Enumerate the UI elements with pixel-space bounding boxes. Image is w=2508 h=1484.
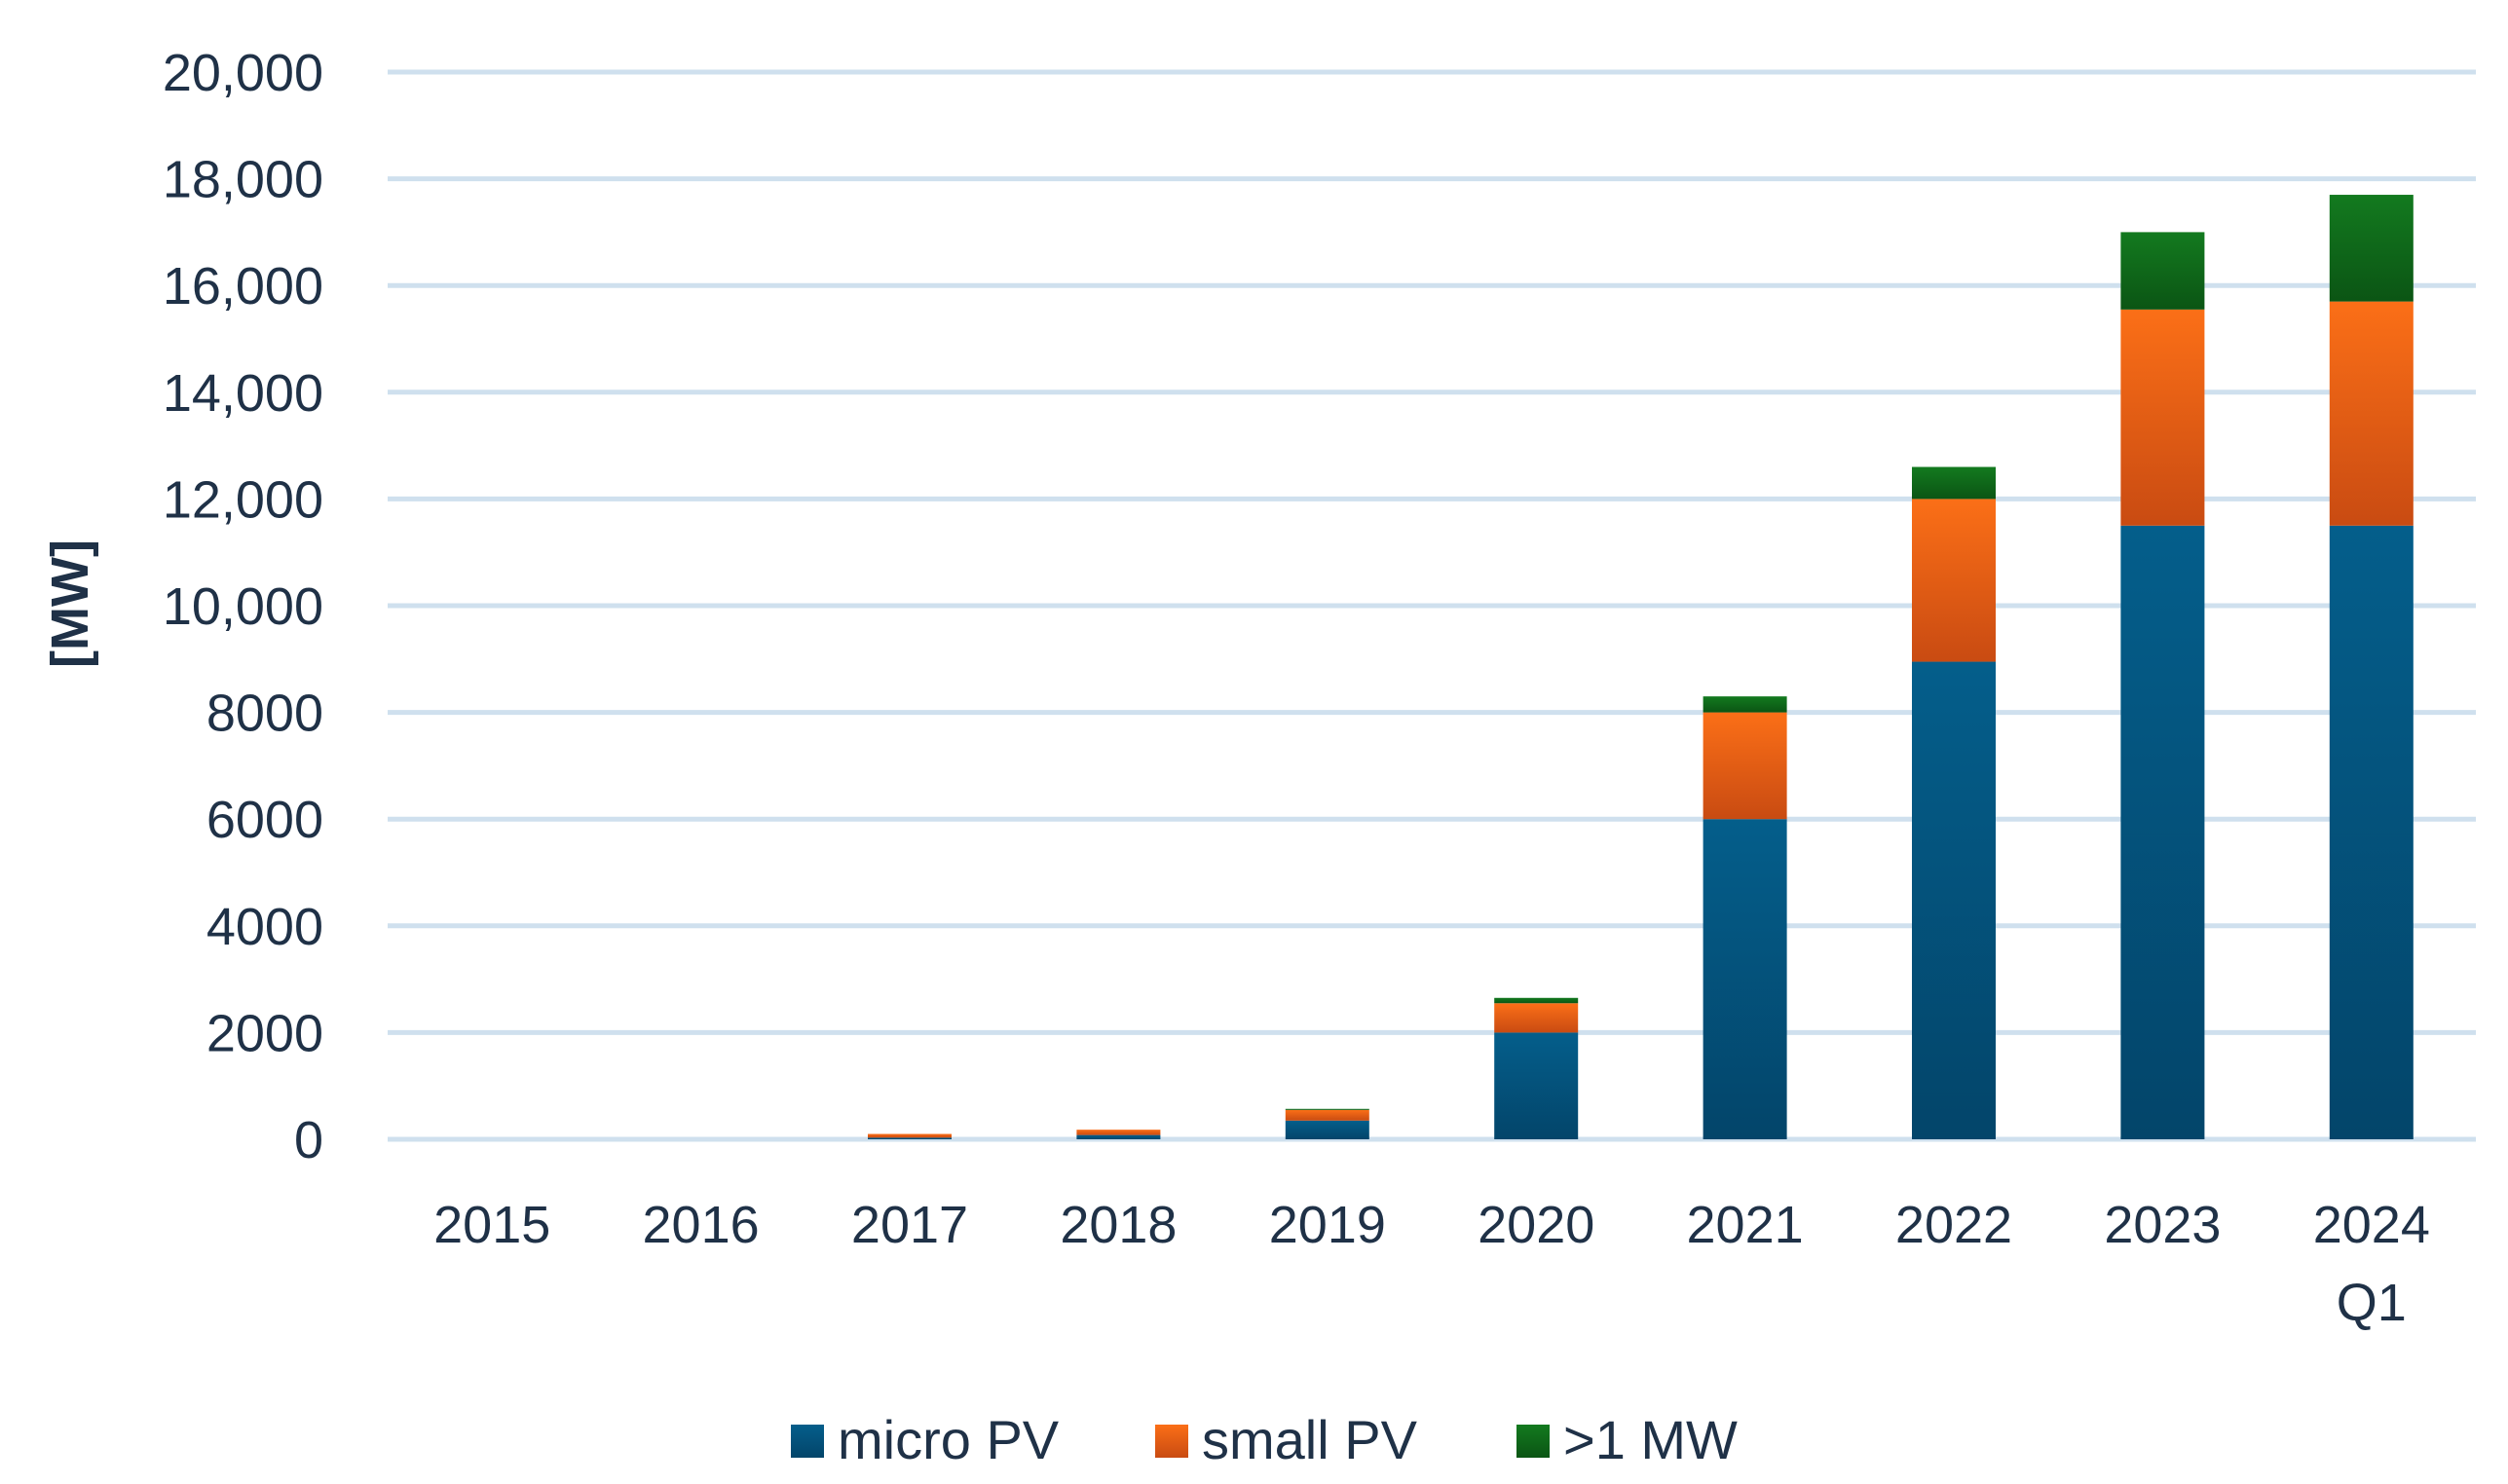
legend-label: micro PV (838, 1409, 1060, 1470)
bar-segment (1703, 819, 1787, 1139)
y-axis-ticks: 0 2000 4000 6000 8000 10,000 12,000 14,000 16,00… (163, 44, 323, 1169)
legend-label: small PV (1202, 1409, 1418, 1470)
bar-segment (1703, 696, 1787, 713)
bar-segment (868, 1137, 952, 1139)
bar-segment (1494, 1032, 1579, 1139)
bar-segment (2329, 301, 2414, 526)
y-tick-label: 6000 (206, 791, 323, 849)
bar-segment (1912, 661, 1996, 1139)
x-tick-label: 2019 (1269, 1196, 1386, 1254)
y-tick-label: 12,000 (163, 470, 323, 529)
y-tick-label: 4000 (206, 898, 323, 956)
legend-swatch (1516, 1425, 1550, 1458)
y-tick-label: 0 (294, 1111, 323, 1169)
y-tick-label: 10,000 (163, 577, 323, 636)
bars (868, 195, 2414, 1139)
bar-segment (2120, 309, 2205, 526)
legend-swatch (1155, 1425, 1188, 1458)
legend-label: >1 MW (1563, 1409, 1738, 1470)
bar-segment (1912, 466, 1996, 500)
bar-segment (868, 1133, 952, 1138)
y-tick-label: 18,000 (163, 151, 323, 209)
y-axis-label: [MW] (41, 539, 99, 668)
bar-segment (1285, 1120, 1369, 1139)
y-tick-label: 20,000 (163, 44, 323, 102)
y-tick-label: 8000 (206, 685, 323, 743)
bar-segment (1076, 1134, 1161, 1139)
bar-segment (1285, 1108, 1369, 1110)
legend-swatch (791, 1425, 824, 1458)
legend: micro PV small PV >1 MW (791, 1409, 1738, 1470)
x-tick-label: 2017 (851, 1196, 968, 1254)
bar-segment (2329, 525, 2414, 1139)
bar-segment (1285, 1109, 1369, 1121)
bar-segment (1076, 1130, 1161, 1135)
bar-segment (1703, 712, 1787, 820)
x-axis-ticks: 2015 2016 2017 2018 2019 2020 2021 2022 2023 2024… (433, 1196, 2430, 1332)
x-tick-label: 2015 (433, 1196, 550, 1254)
x-tick-label: 2022 (1895, 1196, 2012, 1254)
x-tick-label: 2021 (1687, 1196, 1804, 1254)
bar-segment (1494, 997, 1579, 1004)
bar-segment (1912, 499, 1996, 662)
x-tick-label: 2018 (1060, 1196, 1177, 1254)
y-tick-label: 2000 (206, 1004, 323, 1062)
bar-segment (2120, 232, 2205, 310)
x-tick-label: 2020 (1478, 1196, 1594, 1254)
x-tick-label: 2024 Q1 (2313, 1196, 2430, 1332)
y-tick-label: 16,000 (163, 257, 323, 315)
x-tick-label: 2023 (2104, 1196, 2221, 1254)
bar-segment (2329, 195, 2414, 302)
y-tick-label: 14,000 (163, 364, 323, 423)
gridlines (388, 69, 2476, 1142)
x-tick-label: 2016 (643, 1196, 760, 1254)
bar-segment (1494, 1003, 1579, 1033)
bar-segment (2120, 525, 2205, 1139)
